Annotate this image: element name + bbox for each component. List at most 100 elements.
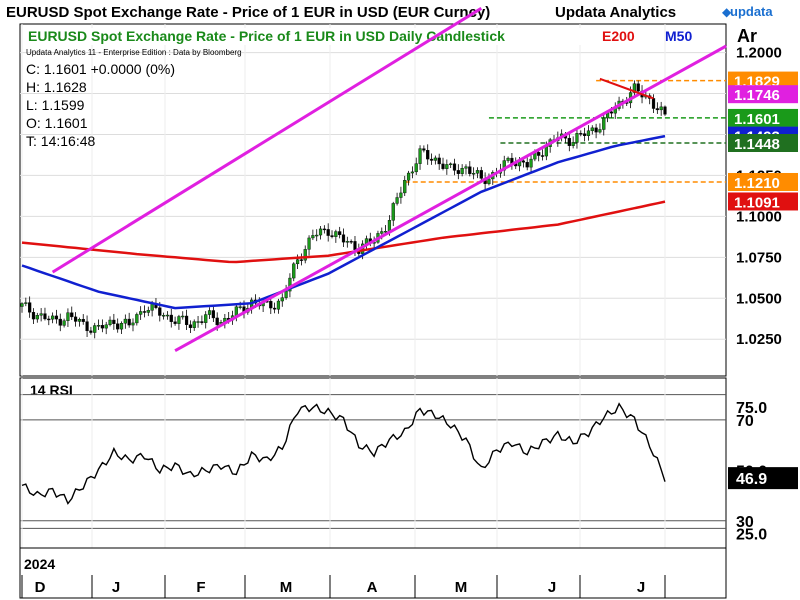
- price-tick-label: 1.2000: [736, 45, 782, 62]
- ohlc-low: L: 1.1599: [26, 97, 85, 113]
- candle-body: [142, 311, 147, 313]
- ohlc-open: O: 1.1601: [26, 115, 88, 131]
- month-label: J: [637, 579, 645, 596]
- candle-body: [598, 129, 602, 133]
- candle-body: [544, 146, 548, 157]
- m50-line: [21, 134, 666, 310]
- candle-body: [571, 142, 575, 146]
- ohlc-close: C: 1.1601 +0.0000 (0%): [26, 61, 175, 77]
- candle-body: [445, 164, 449, 169]
- candle-body: [380, 231, 384, 234]
- candle-body: [441, 163, 445, 169]
- candle-body: [146, 310, 150, 313]
- candle-body: [387, 220, 392, 232]
- candle-body: [307, 237, 311, 250]
- rsi-tick-label: 25.0: [736, 526, 767, 543]
- price-grid: [20, 24, 726, 376]
- candle-body: [96, 325, 101, 327]
- level-value-trendline-cross: 1.1746: [734, 87, 780, 104]
- candle-body: [73, 316, 78, 322]
- candle-body: [311, 235, 315, 239]
- candle-body: [135, 314, 139, 324]
- level-badge-support-orange: [728, 172, 798, 191]
- candle-body: [525, 162, 529, 168]
- candle-body: [77, 319, 82, 322]
- candle-body: [70, 312, 74, 318]
- candle-body: [215, 317, 219, 326]
- rsi-current-badge: [728, 467, 798, 490]
- month-label: J: [112, 579, 120, 596]
- level-badge-support-green: [728, 133, 798, 152]
- rsi-tick-label: 30: [736, 514, 754, 531]
- time-axis: [19, 547, 727, 599]
- candle-body: [35, 315, 39, 320]
- candle-body: [349, 241, 353, 243]
- candle-body: [192, 321, 196, 328]
- level-badge-e200-value: [728, 192, 798, 211]
- price-tick-label: 1.1000: [736, 208, 782, 225]
- candle-body: [456, 170, 460, 174]
- candle-body: [280, 297, 284, 302]
- candle-body: [521, 160, 525, 163]
- candle-body: [162, 315, 166, 317]
- candle-body: [330, 235, 334, 237]
- candle-body: [20, 303, 24, 307]
- legend-e200: E200: [602, 28, 635, 44]
- vendor-label: Updata Analytics: [555, 4, 676, 21]
- candle-body: [414, 163, 418, 173]
- level-badge-last-price: [728, 108, 798, 127]
- corner-label: Ar: [737, 26, 757, 46]
- candle-body: [468, 166, 472, 174]
- channel-lower-line: [174, 44, 727, 353]
- rsi-tick-label: 70: [736, 413, 754, 430]
- candle-body: [506, 157, 510, 161]
- candle-body: [399, 192, 403, 198]
- candle-body: [586, 130, 591, 136]
- candle-body: [93, 325, 97, 333]
- candle-body: [173, 321, 177, 324]
- candle-body: [234, 306, 238, 316]
- candle-body: [338, 231, 342, 235]
- price-tick-label: 1.0500: [736, 290, 782, 307]
- candle-body: [315, 234, 319, 237]
- candle-body: [81, 319, 85, 322]
- candle-body: [66, 312, 70, 321]
- level-badge-trendline-cross: [728, 85, 798, 104]
- candle-body: [464, 166, 468, 169]
- month-label: M: [455, 579, 468, 596]
- header-bar: [0, 0, 800, 22]
- candle-body: [341, 234, 346, 243]
- level-value-e200-value: 1.1091: [734, 194, 780, 211]
- candle-body: [181, 315, 185, 318]
- candle-body: [169, 314, 173, 322]
- candle-body: [322, 228, 326, 231]
- candle-body: [422, 148, 426, 151]
- month-label: A: [367, 579, 378, 596]
- candle-body: [276, 300, 281, 310]
- ohlc-time: T: 14:16:48: [26, 133, 95, 149]
- candle-body: [108, 319, 112, 326]
- candle-body: [299, 259, 303, 261]
- level-labels: 1.18291.17461.16011.14931.14481.12101.10…: [728, 71, 798, 211]
- candle-body: [43, 313, 47, 320]
- candle-body: [127, 318, 131, 326]
- candle-body: [318, 228, 323, 236]
- candle-body: [418, 148, 422, 164]
- candle-body: [403, 180, 407, 194]
- candle-body: [567, 137, 571, 146]
- candle-body: [475, 170, 480, 174]
- channel-upper-line: [51, 7, 483, 274]
- brand-icon: ◆: [722, 5, 732, 19]
- candle-body: [406, 172, 411, 181]
- candle-body: [119, 323, 124, 330]
- candle-body: [39, 313, 43, 316]
- brand-logo: updata: [730, 4, 773, 19]
- candle-body: [334, 231, 338, 237]
- rsi-tick-label: 75.0: [736, 400, 767, 417]
- candle-body: [150, 303, 154, 311]
- edition-label: Updata Analytics 11 - Enterprise Edition…: [26, 48, 242, 57]
- candle-body: [609, 111, 614, 114]
- subtitle-bg: [24, 28, 589, 45]
